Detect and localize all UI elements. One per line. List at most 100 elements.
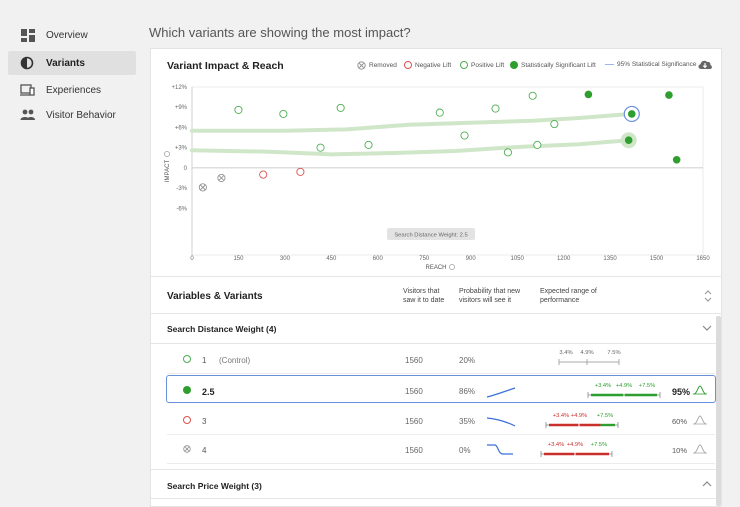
variant-row[interactable]: 1 (Control) 1560 20% 3.4% 4.9% 7.5% — [167, 345, 715, 374]
performance-range: +3.4% +4.9% +7.5% — [587, 383, 661, 398]
distribution-icon[interactable] — [693, 385, 707, 395]
x-tick-label: 1650 — [696, 256, 710, 262]
range-high: 7.5% — [607, 350, 620, 356]
variables-header: Variables & Variants Visitors that saw i… — [151, 276, 722, 314]
range-mid: 4.9% — [580, 350, 593, 356]
range-low: +3.4% — [548, 442, 565, 448]
devices-icon — [20, 84, 35, 96]
y-tick-label: +6% — [175, 125, 188, 131]
page-title: Which variants are showing the most impa… — [149, 25, 411, 40]
data-point-significant[interactable] — [620, 132, 637, 149]
y-tick-label: -3% — [176, 186, 187, 192]
group-title: Search Price Weight (3) — [167, 481, 262, 491]
chart-title: Variant Impact & Reach — [167, 60, 284, 72]
data-point-significant[interactable] — [672, 155, 681, 164]
data-point-positive[interactable] — [550, 120, 559, 129]
line-marker-icon — [605, 64, 614, 65]
x-axis-label: REACH — [425, 264, 455, 271]
legend-label: Positive Lift — [471, 61, 505, 69]
x-tick-label: 900 — [466, 256, 477, 262]
chevron-down-icon[interactable] — [701, 323, 713, 333]
sidebar-item-experiences[interactable]: Experiences — [8, 78, 136, 102]
scrollbar[interactable] — [716, 316, 721, 506]
data-point-negative[interactable] — [259, 170, 268, 179]
data-point-negative[interactable] — [296, 167, 305, 176]
data-point-positive[interactable] — [503, 148, 512, 157]
x-axis-title: REACH — [425, 265, 446, 271]
chevron-up-icon[interactable] — [701, 479, 713, 489]
data-point-significant[interactable] — [623, 105, 640, 123]
dashboard-icon — [21, 29, 35, 42]
performance-range: 3.4% 4.9% 7.5% — [558, 350, 621, 365]
data-point-significant[interactable] — [665, 91, 673, 99]
legend-positive: Positive Lift — [460, 61, 504, 69]
legend-label: Statistically Significant Lift — [521, 61, 596, 69]
sidebar-item-visitor-behavior[interactable]: Visitor Behavior — [8, 103, 136, 127]
people-icon — [20, 109, 35, 120]
significant-marker-icon — [510, 61, 518, 69]
data-point-positive[interactable] — [364, 140, 373, 149]
y-tick-label: +12% — [171, 85, 187, 91]
info-icon — [164, 151, 170, 157]
distribution-icon[interactable] — [693, 415, 707, 425]
data-point-positive[interactable] — [491, 104, 500, 113]
data-point-positive[interactable] — [336, 103, 345, 112]
significance-band-lower — [190, 138, 631, 157]
x-tick-label: 750 — [419, 256, 430, 262]
x-tick-label: 300 — [280, 256, 291, 262]
col-header-line: Probability that new — [459, 288, 521, 295]
variant-value: 2.5 — [202, 387, 215, 397]
x-tick-label: 0 — [190, 256, 194, 262]
data-point-positive[interactable] — [234, 105, 243, 114]
y-tick-label: +9% — [175, 105, 188, 111]
significance-band-upper — [190, 111, 634, 133]
tooltip-text: Search Distance Weight: 2.5 — [394, 233, 467, 239]
info-icon — [449, 264, 455, 270]
col-header-line: Expected range of — [540, 288, 597, 295]
sidebar-item-variants[interactable]: Variants — [8, 51, 136, 75]
variables-title: Variables & Variants — [167, 291, 263, 302]
expand-collapse-icon[interactable] — [703, 289, 713, 303]
data-point-positive[interactable] — [279, 109, 288, 118]
probability-value: 20% — [459, 356, 476, 365]
probability-value: 35% — [459, 417, 476, 426]
data-point-positive[interactable] — [460, 131, 469, 140]
sidebar: Overview Variants Experiences Visitor Be… — [0, 0, 143, 507]
data-point-positive[interactable] — [316, 143, 325, 152]
contrast-icon — [20, 56, 34, 70]
cloud-download-icon[interactable] — [697, 58, 713, 71]
positive-marker-icon — [460, 61, 468, 69]
legend-significant: Statistically Significant Lift — [510, 61, 596, 69]
data-point-significant[interactable] — [584, 90, 593, 99]
sidebar-item-overview[interactable]: Overview — [8, 23, 136, 47]
significant-marker-icon — [183, 386, 191, 394]
removed-marker-icon — [183, 445, 191, 453]
data-point-positive[interactable] — [435, 108, 444, 117]
variant-row[interactable]: 4 1560 0% +3.4% +4.9% +7.5% 10% — [167, 435, 715, 464]
y-tick-label: -6% — [176, 206, 187, 212]
results-card: Variant Impact & Reach Removed Negative … — [150, 48, 722, 507]
data-point-removed[interactable] — [198, 183, 207, 192]
x-axis-ticks: 0 150 300 450 600 750 900 1050 1200 1350 1500 1650 — [190, 256, 710, 262]
col-header-line: Visitors that — [403, 288, 440, 295]
sidebar-item-label: Experiences — [46, 85, 102, 96]
visitors-count: 1560 — [405, 387, 423, 396]
y-axis-title: IMPACT — [165, 160, 171, 183]
variant-row[interactable]: 2.5 1560 86% +3.4% +4.9% +7.5% 95% — [166, 375, 716, 403]
x-tick-label: 1350 — [603, 256, 617, 262]
trend-sparkline — [486, 387, 516, 398]
data-point-positive[interactable] — [528, 91, 537, 100]
group-search-price-weight[interactable]: Search Price Weight (3) — [151, 469, 722, 499]
range-mid: +4.9% — [616, 383, 633, 389]
col-visitors-header: Visitors that saw it to date — [403, 287, 444, 305]
data-point-removed[interactable] — [217, 173, 226, 182]
legend-significance-line: 95% Statistical Significance — [605, 61, 697, 68]
distribution-icon[interactable] — [693, 444, 707, 454]
group-search-distance-weight[interactable]: Search Distance Weight (4) — [151, 314, 722, 344]
col-header-line: saw it to date — [403, 297, 445, 304]
positive-marker-icon — [183, 355, 191, 363]
data-point-positive[interactable] — [533, 140, 542, 149]
y-tick-label: +3% — [175, 146, 188, 152]
variant-row[interactable]: 3 1560 35% +3.4% +4.9% +7.5% 60% — [167, 406, 715, 435]
significance-bands — [190, 111, 634, 157]
